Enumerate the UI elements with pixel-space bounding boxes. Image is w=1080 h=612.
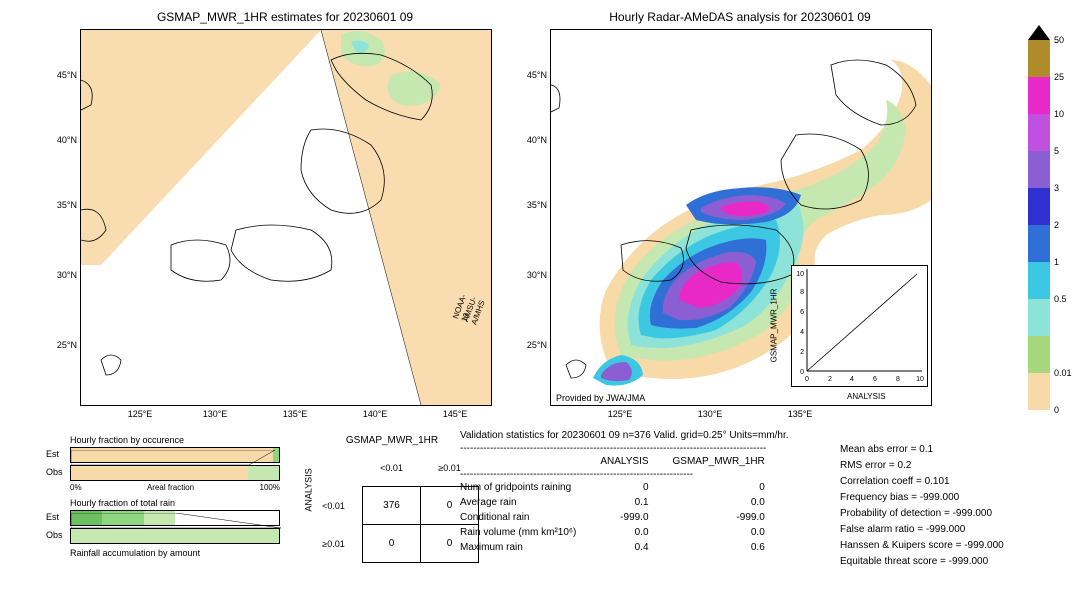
xtick-label: 125°E bbox=[128, 406, 153, 419]
stats-val: 0.1 bbox=[588, 495, 660, 510]
contingency-title: GSMAP_MWR_1HR bbox=[305, 435, 479, 446]
svg-text:6: 6 bbox=[873, 376, 877, 383]
fraction-total-title: Hourly fraction of total rain bbox=[70, 498, 280, 508]
provided-text: Provided by JWA/JMA bbox=[556, 393, 645, 403]
ytick-label: 30°N bbox=[57, 270, 80, 280]
fraction-occ-title: Hourly fraction by occurence bbox=[70, 435, 280, 445]
stats-right: Mean abs error = 0.1 RMS error = 0.2 Cor… bbox=[840, 442, 1004, 570]
cb-label: 25 bbox=[1054, 72, 1064, 82]
stats-line: Mean abs error = 0.1 bbox=[840, 442, 1004, 458]
ytick-label: 45°N bbox=[57, 70, 80, 80]
xtick-label: 145°E bbox=[443, 406, 468, 419]
cb-label: 2 bbox=[1054, 220, 1059, 230]
colorbar: 50 25 10 5 3 2 1 0.5 0.01 0 bbox=[1028, 40, 1050, 410]
stats-val: -999.0 bbox=[661, 510, 777, 525]
cb-label: 0 bbox=[1054, 405, 1059, 415]
svg-text:4: 4 bbox=[800, 329, 804, 336]
left-map-title: GSMAP_MWR_1HR estimates for 20230601 09 bbox=[80, 10, 490, 24]
inset-ylabel: GSMAP_MWR_1HR bbox=[769, 289, 778, 363]
cont-cell: 0 bbox=[363, 525, 421, 563]
stats-val: 0.0 bbox=[661, 525, 777, 540]
stats-row: Maximum rain bbox=[460, 540, 588, 555]
svg-text:6: 6 bbox=[800, 309, 804, 316]
fraction-accum-title: Rainfall accumulation by amount bbox=[70, 548, 280, 558]
est-label: Est bbox=[46, 512, 59, 522]
ytick-label: 40°N bbox=[57, 135, 80, 145]
ytick-label: 25°N bbox=[57, 340, 80, 350]
svg-text:0: 0 bbox=[800, 369, 804, 376]
cont-cell: 376 bbox=[363, 487, 421, 525]
inset-scatter: 0246810 0246810 GSMAP_MWR_1HR ANALYSIS bbox=[791, 265, 928, 387]
stats-row: Num of gridpoints raining bbox=[460, 480, 588, 495]
stats-line: False alarm ratio = -999.000 bbox=[840, 522, 1004, 538]
stats-line: Frequency bias = -999.000 bbox=[840, 490, 1004, 506]
stats-val: 0.0 bbox=[661, 495, 777, 510]
stats-title: Validation statistics for 20230601 09 n=… bbox=[460, 430, 789, 441]
cont-row-head: ≥0.01 bbox=[305, 525, 363, 563]
stats-val: 0 bbox=[661, 480, 777, 495]
xtick-label: 125°E bbox=[608, 406, 633, 419]
stats-val: 0.6 bbox=[661, 540, 777, 555]
axis-right: 100% bbox=[260, 483, 280, 492]
ytick-label: 35°N bbox=[527, 200, 550, 210]
svg-text:2: 2 bbox=[828, 376, 832, 383]
ytick-label: 30°N bbox=[527, 270, 550, 280]
stats-line: Equitable threat score = -999.000 bbox=[840, 554, 1004, 570]
cb-label: 10 bbox=[1054, 109, 1064, 119]
est-label: Est bbox=[46, 449, 59, 459]
xtick-label: 135°E bbox=[788, 406, 813, 419]
stats-line: RMS error = 0.2 bbox=[840, 458, 1004, 474]
cb-label: 50 bbox=[1054, 35, 1064, 45]
svg-text:0: 0 bbox=[805, 376, 809, 383]
stats-val: -999.0 bbox=[588, 510, 660, 525]
contingency-table: GSMAP_MWR_1HR ANALYSIS <0.01≥0.01 <0.01 … bbox=[305, 435, 479, 563]
cb-label: 0.5 bbox=[1054, 294, 1067, 304]
axis-left: 0% bbox=[70, 483, 82, 492]
contingency-ylabel: ANALYSIS bbox=[304, 468, 314, 511]
obs-label: Obs bbox=[46, 467, 63, 477]
ytick-label: 45°N bbox=[527, 70, 550, 80]
cb-label: 0.01 bbox=[1054, 368, 1072, 378]
axis-center: Areal fraction bbox=[147, 483, 194, 492]
cb-label: 3 bbox=[1054, 183, 1059, 193]
stats-line: Hanssen & Kuipers score = -999.000 bbox=[840, 538, 1004, 554]
obs-label: Obs bbox=[46, 530, 63, 540]
stats-col: GSMAP_MWR_1HR bbox=[661, 454, 777, 469]
cont-col-head: <0.01 bbox=[363, 449, 421, 487]
right-map: 0 2 4 6 8 10 0 2 4 6 8 10 GSMAP_MWR_1HR ANALYSIS P… bbox=[550, 29, 932, 406]
svg-text:4: 4 bbox=[850, 376, 854, 383]
svg-text:10: 10 bbox=[916, 376, 924, 383]
stats-col: ANALYSIS bbox=[588, 454, 660, 469]
stats-block: Validation statistics for 20230601 09 n=… bbox=[460, 430, 789, 555]
stats-row: Rain volume (mm km²10⁶) bbox=[460, 525, 588, 540]
fraction-obs-bar: Obs bbox=[70, 465, 280, 481]
ytick-label: 35°N bbox=[57, 200, 80, 210]
xtick-label: 135°E bbox=[283, 406, 308, 419]
svg-text:10: 10 bbox=[796, 271, 804, 278]
inset-xlabel: ANALYSIS bbox=[847, 392, 886, 401]
stats-line: Correlation coeff = 0.101 bbox=[840, 474, 1004, 490]
right-map-title: Hourly Radar-AMeDAS analysis for 2023060… bbox=[550, 10, 930, 24]
stats-line: Probability of detection = -999.000 bbox=[840, 506, 1004, 522]
ytick-label: 25°N bbox=[527, 340, 550, 350]
left-map: NOAA-19 AMSU-A/MHS bbox=[80, 29, 492, 406]
stats-val: 0.0 bbox=[588, 525, 660, 540]
svg-text:2: 2 bbox=[800, 349, 804, 356]
svg-text:8: 8 bbox=[800, 289, 804, 296]
stats-val: 0 bbox=[588, 480, 660, 495]
stats-val: 0.4 bbox=[588, 540, 660, 555]
cb-label: 5 bbox=[1054, 146, 1059, 156]
stats-row: Conditional rain bbox=[460, 510, 588, 525]
xtick-label: 130°E bbox=[203, 406, 228, 419]
svg-text:8: 8 bbox=[896, 376, 900, 383]
cb-label: 1 bbox=[1054, 257, 1059, 267]
fraction-total-obs: Obs bbox=[70, 528, 280, 544]
xtick-label: 130°E bbox=[698, 406, 723, 419]
xtick-label: 140°E bbox=[363, 406, 388, 419]
stats-row: Average rain bbox=[460, 495, 588, 510]
ytick-label: 40°N bbox=[527, 135, 550, 145]
